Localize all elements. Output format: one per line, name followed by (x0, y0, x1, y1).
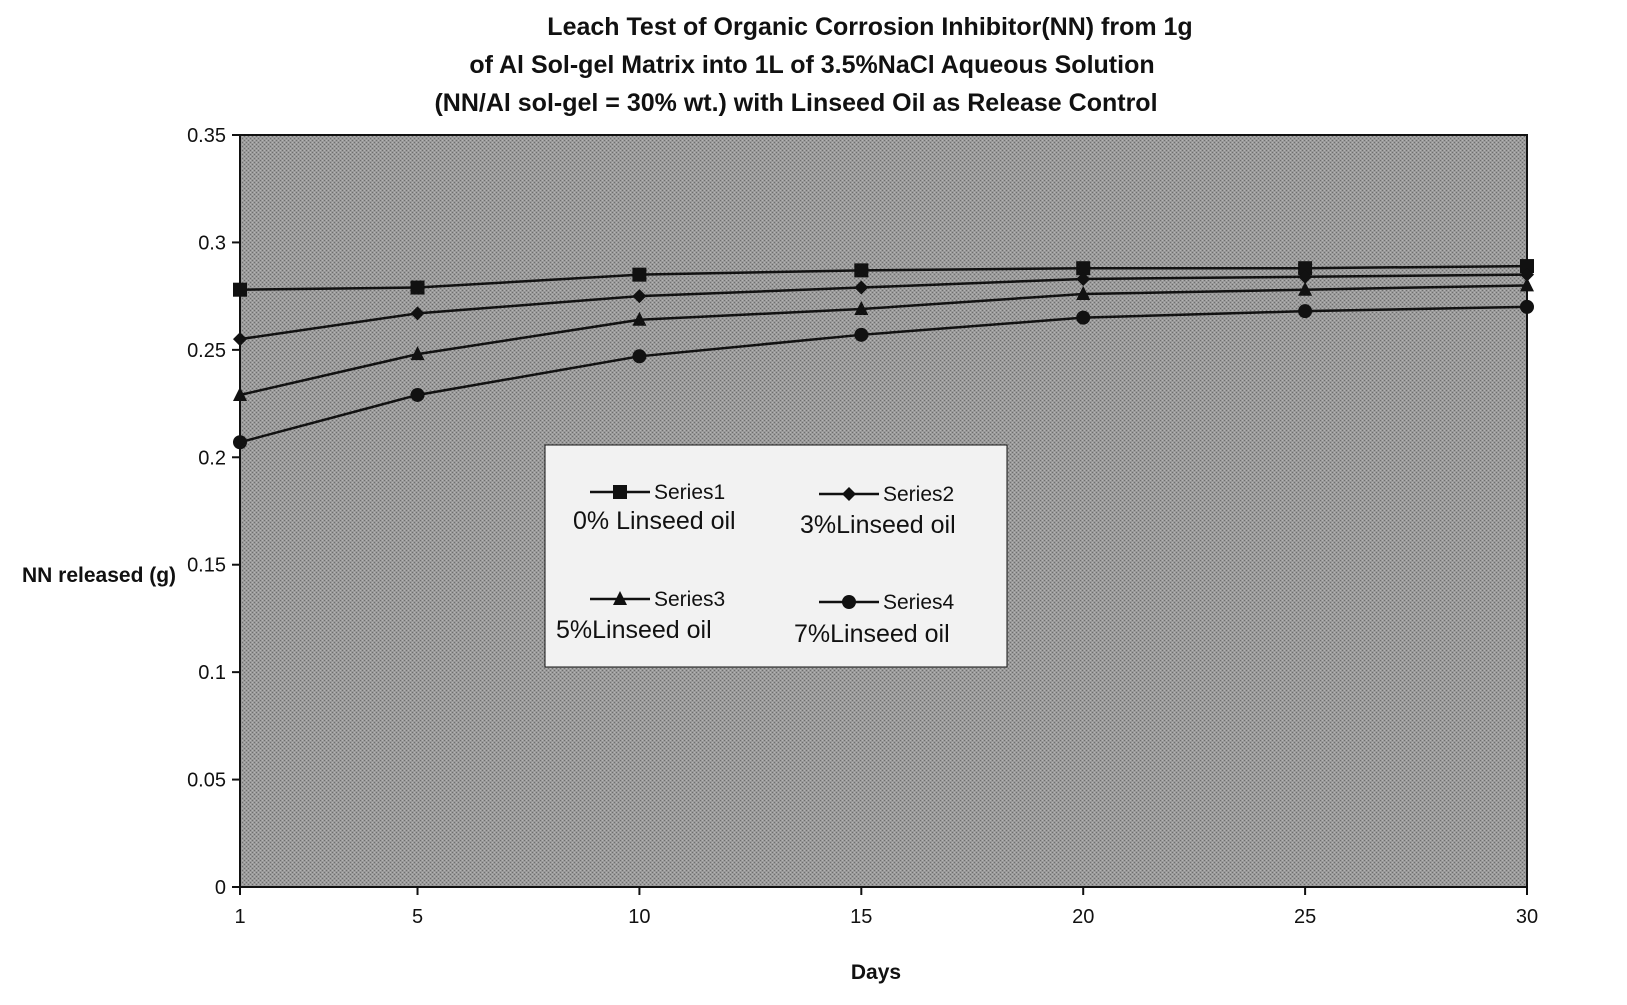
legend-marker (842, 595, 856, 609)
x-tick-label: 15 (850, 906, 872, 928)
legend-item-series-1: Series1 0% Linseed oil (573, 481, 736, 535)
chart-title-line-2: of Al Sol-gel Matrix into 1L of 3.5%NaCl… (469, 51, 1154, 79)
series-2-point (233, 332, 247, 347)
x-tick-label: 20 (1072, 906, 1094, 928)
series-2-point (854, 280, 869, 295)
series-3-point (233, 386, 247, 401)
y-tick-label: 0.2 (198, 447, 226, 469)
x-tick-label: 1 (234, 906, 245, 928)
series-4-point (632, 349, 647, 364)
y-tick-label: 0.25 (187, 340, 226, 362)
legend-series-description: 7%Linseed oil (794, 620, 950, 648)
y-tick-label: 0.3 (198, 232, 226, 254)
series-1-point (1076, 261, 1091, 276)
series-layer (233, 259, 1534, 450)
y-tick-label: 0.1 (198, 662, 226, 684)
legend-marker (613, 591, 627, 605)
x-tick-label: 5 (412, 906, 423, 928)
y-tick-label: 0.35 (187, 125, 226, 147)
legend-series-description: 5%Linseed oil (556, 616, 712, 644)
x-tick-label: 30 (1516, 906, 1538, 928)
y-tick-label: 0.05 (187, 770, 226, 792)
y-tick-label: 0 (215, 877, 226, 899)
series-2-point (1520, 267, 1534, 282)
series-2-point (410, 306, 425, 321)
y-axis: 0 0.05 0.1 0.15 0.2 0.25 0.3 0.35 (187, 125, 241, 899)
series-3 (233, 277, 1534, 401)
y-axis-title: NN released (g) (22, 564, 176, 587)
series-2-point (632, 289, 647, 304)
legend-box (544, 444, 1008, 668)
series-4-point (854, 327, 869, 342)
legend-marker (842, 487, 856, 501)
series-4-point (410, 387, 425, 402)
chart-title-line-1: Leach Test of Organic Corrosion Inhibito… (547, 13, 1192, 41)
legend-series-name: Series2 (883, 483, 954, 506)
series-1-point (854, 263, 869, 278)
series-3-point (632, 311, 647, 326)
series-3-point (1298, 281, 1313, 296)
series-3-point (410, 346, 425, 361)
x-tick-label: 25 (1294, 906, 1316, 928)
legend-series-name: Series4 (883, 591, 955, 614)
legend-items: Series1 0% Linseed oil Series2 3%Linseed oi… (556, 481, 956, 648)
legend-item-series-2: Series2 3%Linseed oil (800, 483, 956, 539)
legend-series-name: Series3 (654, 588, 725, 611)
x-axis-title: Days (851, 961, 901, 984)
series-4-point (1298, 304, 1313, 319)
legend-item-series-3: Series3 5%Linseed oil (556, 588, 725, 644)
legend-marker (613, 485, 627, 499)
series-1-point (410, 280, 425, 295)
y-tick-label: 0.15 (187, 555, 226, 577)
legend-series-description: 3%Linseed oil (800, 511, 956, 539)
series-4-point (233, 435, 247, 450)
series-2-point (1076, 271, 1091, 286)
series-1-point (1298, 261, 1313, 276)
x-axis: 1 5 10 15 20 25 30 (234, 886, 1538, 928)
x-tick-label: 10 (628, 906, 650, 928)
series-1 (233, 259, 1534, 297)
series-1-point (1520, 259, 1534, 274)
series-3-point (1520, 277, 1534, 292)
series-3-point (854, 301, 869, 316)
series-2 (233, 267, 1534, 347)
series-4-point (1520, 299, 1534, 314)
series-4 (233, 299, 1534, 450)
series-4-point (1076, 310, 1091, 325)
legend: Series1 0% Linseed oil Series2 3%Linseed oi… (544, 444, 1008, 668)
series-3-point (1076, 285, 1091, 300)
legend-series-name: Series1 (654, 481, 725, 504)
series-2-point (1298, 269, 1313, 284)
legend-item-series-4: Series4 7%Linseed oil (794, 591, 955, 648)
legend-series-description: 0% Linseed oil (573, 507, 736, 535)
series-1-point (233, 282, 247, 297)
chart-title-line-3: (NN/Al sol-gel = 30% wt.) with Linseed O… (434, 89, 1157, 117)
chart-title: Leach Test of Organic Corrosion Inhibito… (434, 13, 1192, 117)
series-1-point (632, 267, 647, 282)
